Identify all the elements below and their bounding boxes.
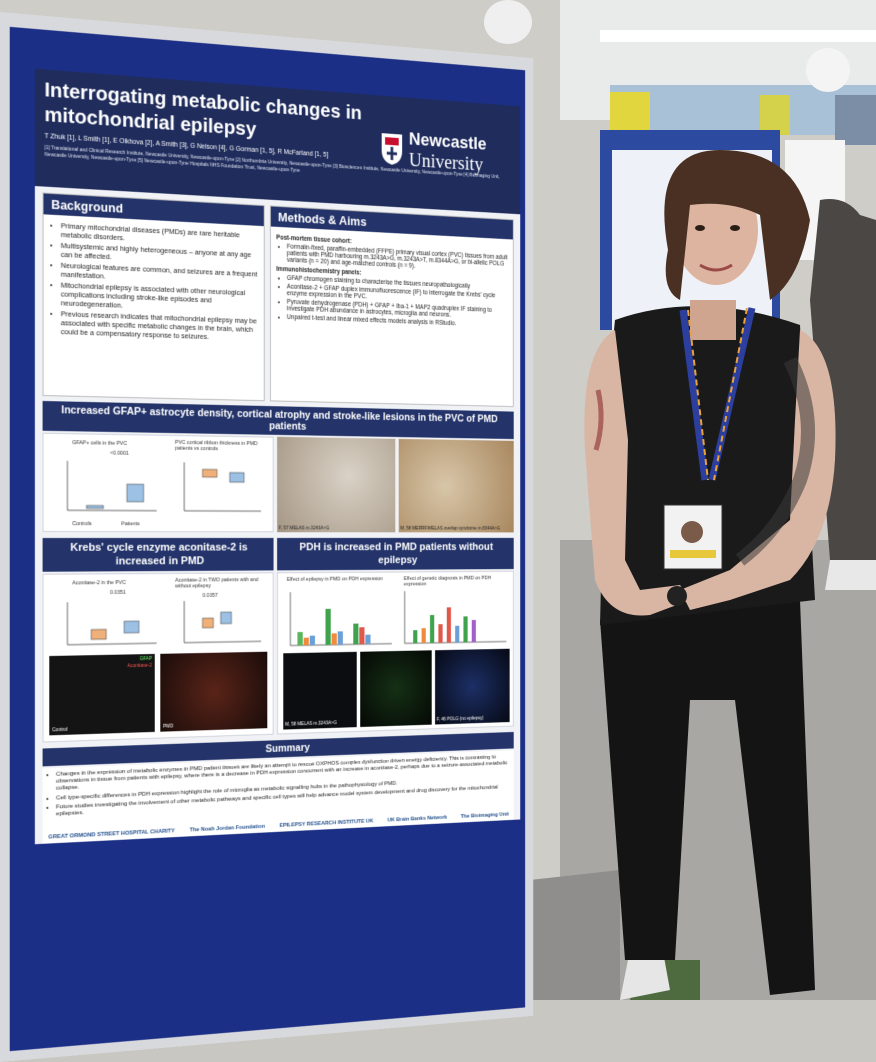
poster-board: Interrogating metabolic changes in mitoc… bbox=[0, 12, 534, 1062]
gfap-plots: GFAP+ cells in the PVC <0.0001 PVC corti… bbox=[42, 432, 274, 533]
person bbox=[584, 150, 836, 1000]
page: Interrogating metabolic changes in mitoc… bbox=[0, 0, 876, 1000]
photo-scene: Interrogating metabolic changes in mitoc… bbox=[0, 0, 876, 1000]
poster: Interrogating metabolic changes in mitoc… bbox=[34, 68, 521, 845]
poster-stand: Interrogating metabolic changes in mitoc… bbox=[0, 12, 557, 1062]
box-plots bbox=[53, 456, 265, 518]
